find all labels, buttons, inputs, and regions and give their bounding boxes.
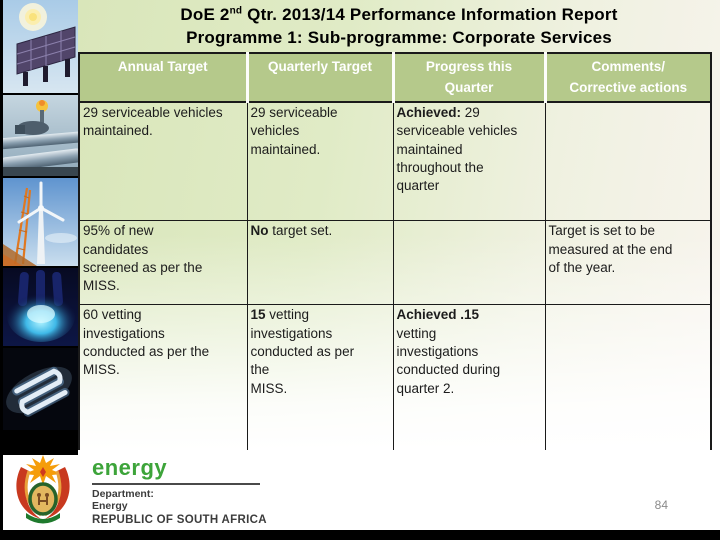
cell-annual-target: 95% of new candidates screened as per th… — [78, 220, 248, 306]
header-annual-target: Annual Target — [78, 52, 247, 103]
fluorescent-lamp-image — [3, 348, 78, 430]
title-line-2: Programme 1: Sub-programme: Corporate Se… — [186, 28, 612, 48]
page-number: 84 — [654, 498, 668, 512]
cfl-blue-glow-photo — [3, 268, 78, 346]
slide-left-border — [0, 0, 3, 540]
slide-content: DoE 2nd Qtr. 2013/14 Performance Informa… — [78, 0, 720, 452]
cell-annual-target: 60 vetting investigations conducted as p… — [78, 304, 248, 452]
solar-panels-image — [3, 0, 78, 93]
photo-sidebar — [0, 0, 78, 455]
wind-turbine-photo — [3, 178, 78, 266]
table-row: 29 serviceable vehicles maintained. 29 s… — [78, 101, 712, 222]
table-row: 60 vetting investigations conducted as p… — [78, 304, 712, 452]
energy-wordmark: energy — [92, 455, 168, 480]
energy-department-logo: energy Department: Energy REPUBLIC OF SO… — [92, 457, 267, 528]
cell-progress: Achieved: 29 serviceable vehicles mainta… — [392, 101, 546, 222]
cell-quarterly-target: No target set. — [246, 220, 394, 306]
logo-divider — [92, 483, 260, 485]
gas-flare-pipes-photo — [3, 95, 78, 176]
cell-quarterly-target: 29 serviceable vehicles maintained. — [246, 101, 394, 222]
table-header-row: Annual Target Quarterly Target Progress … — [78, 52, 712, 103]
header-comments: Comments/Corrective actions — [543, 52, 712, 103]
wind-turbine-image — [3, 178, 78, 266]
performance-table: Annual Target Quarterly Target Progress … — [78, 52, 712, 452]
title-line-1: DoE 2nd Qtr. 2013/14 Performance Informa… — [180, 5, 618, 24]
gas-flare-pipes-image — [3, 95, 78, 176]
fluorescent-lamp-photo — [3, 348, 78, 430]
slide-title: DoE 2nd Qtr. 2013/14 Performance Informa… — [78, 0, 720, 50]
cell-comments: Target is set to be measured at the end … — [544, 220, 712, 306]
cell-comments — [544, 101, 712, 222]
cell-progress: Achieved .15 vetting investigations cond… — [392, 304, 546, 452]
department-label: Department: — [92, 488, 154, 500]
ordinal-superscript: nd — [229, 5, 243, 17]
department-name: Energy — [92, 500, 128, 513]
cell-progress — [392, 220, 546, 306]
slide-bottom-border — [0, 530, 720, 540]
cfl-blue-glow-image — [3, 268, 78, 346]
coat-of-arms — [7, 455, 79, 532]
table-row: 95% of new candidates screened as per th… — [78, 220, 712, 306]
header-quarterly-target: Quarterly Target — [245, 52, 393, 103]
cell-annual-target: 29 serviceable vehicles maintained. — [78, 101, 248, 222]
solar-panels-photo — [3, 0, 78, 93]
cell-comments — [544, 304, 712, 452]
header-progress: Progress this Quarter — [391, 52, 545, 103]
slide-footer: energy Department: Energy REPUBLIC OF SO… — [0, 450, 720, 530]
country-label: REPUBLIC OF SOUTH AFRICA — [92, 513, 267, 526]
cell-quarterly-target: 15 vetting investigations conducted as p… — [246, 304, 394, 452]
south-africa-coat-of-arms-icon — [16, 455, 70, 524]
